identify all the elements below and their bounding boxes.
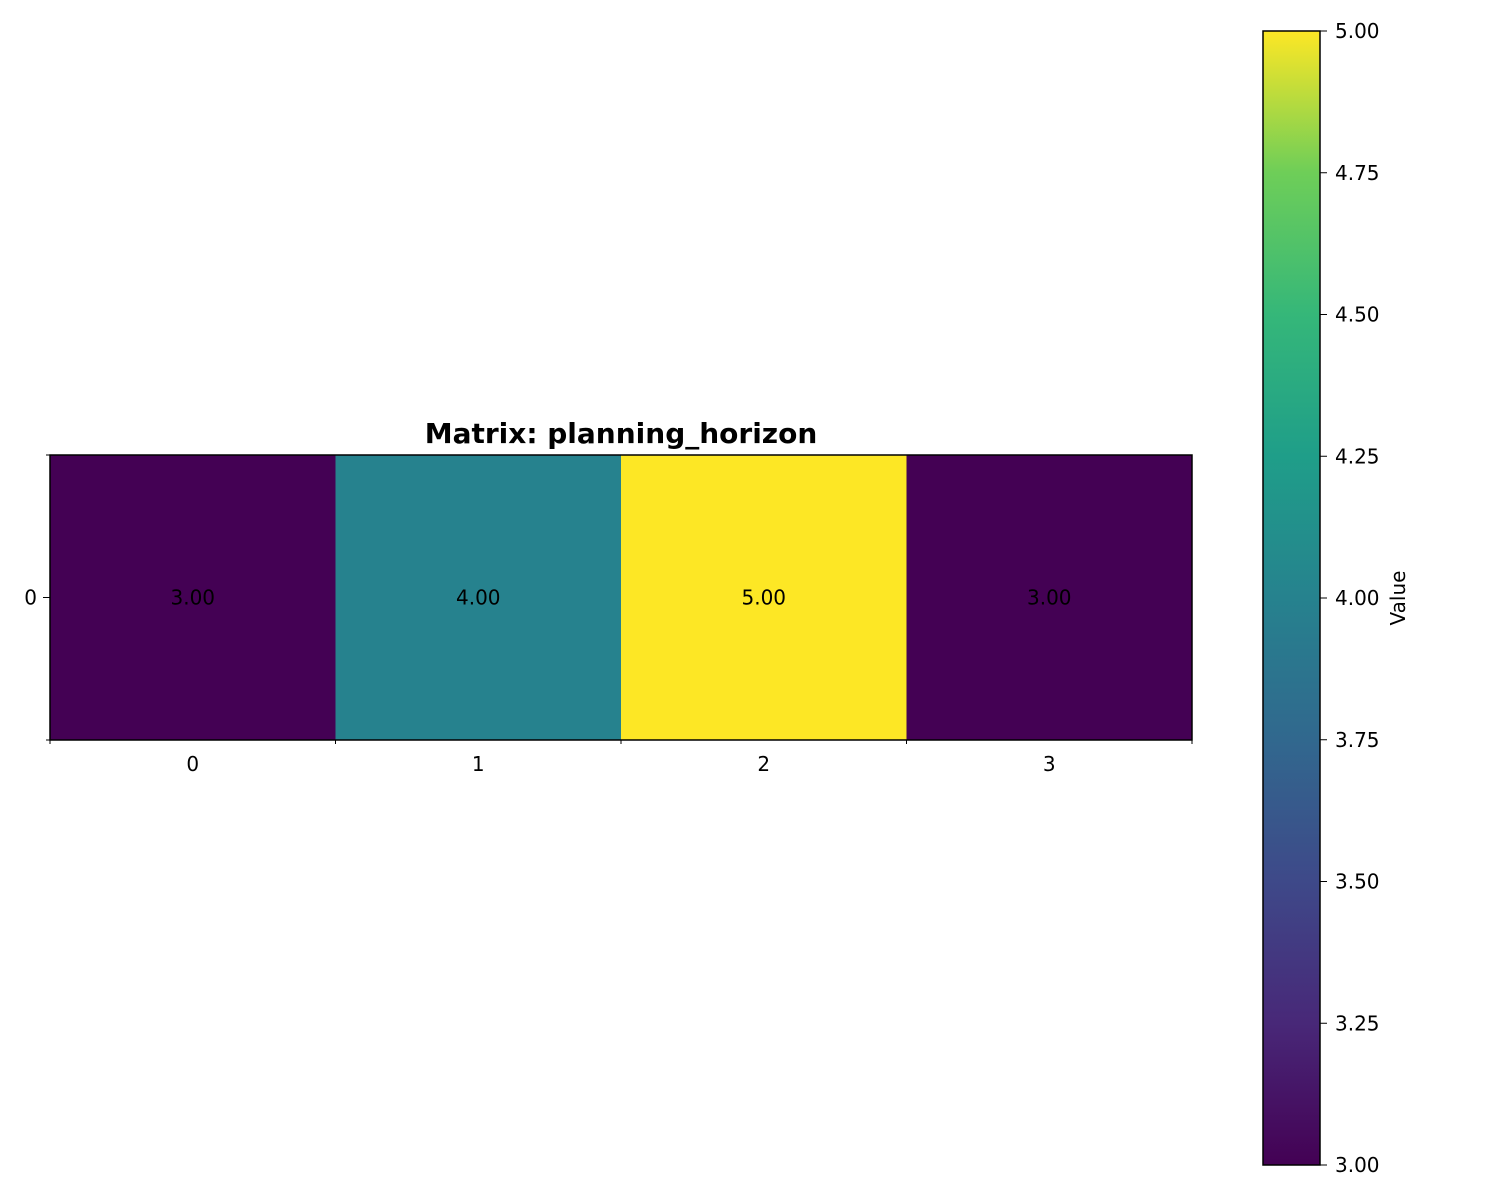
colorbar-tick-label: 3.00 [1335,1153,1380,1177]
x-tick-label: 3 [1043,752,1056,776]
colorbar-tick-label: 4.75 [1335,161,1380,185]
colorbar-tick-label: 3.25 [1335,1011,1380,1035]
colorbar-label: Value [1386,571,1410,626]
heatmap-cell [50,455,336,740]
colorbar-tick-label: 3.75 [1335,728,1380,752]
cell-value-label: 3.00 [170,586,215,610]
cell-value-label: 4.00 [456,586,501,610]
colorbar: 3.00 3.25 3.50 3.75 4.00 4.25 4.50 4.75 5.00 Val… [1262,19,1410,1177]
colorbar-tick-label: 4.50 [1335,303,1380,327]
heatmap-cell [621,455,907,740]
cell-value-label: 5.00 [741,586,786,610]
heatmap-cell [335,455,621,740]
x-tick-label: 2 [757,752,770,776]
colorbar-gradient [1262,30,1321,1166]
y-tick-label: 0 [24,586,37,610]
colorbar-ticks: 3.00 3.25 3.50 3.75 4.00 4.25 4.50 4.75 5.00 [1320,19,1380,1177]
heatmap-cell [906,455,1192,740]
colorbar-tick-label: 4.00 [1335,586,1380,610]
x-axis: 0 1 2 3 [49,740,1193,776]
x-tick-label: 0 [186,752,199,776]
colorbar-tick-label: 3.50 [1335,870,1380,894]
y-axis: 0 [24,454,50,741]
colorbar-tick-label: 4.25 [1335,444,1380,468]
colorbar-tick-label: 5.00 [1335,19,1380,43]
heatmap-cell-labels: 3.00 4.00 5.00 3.00 [170,586,1071,610]
x-tick-label: 1 [472,752,485,776]
chart-title: Matrix: planning_horizon [425,417,818,450]
heatmap-cells [50,455,1192,740]
cell-value-label: 3.00 [1027,586,1072,610]
